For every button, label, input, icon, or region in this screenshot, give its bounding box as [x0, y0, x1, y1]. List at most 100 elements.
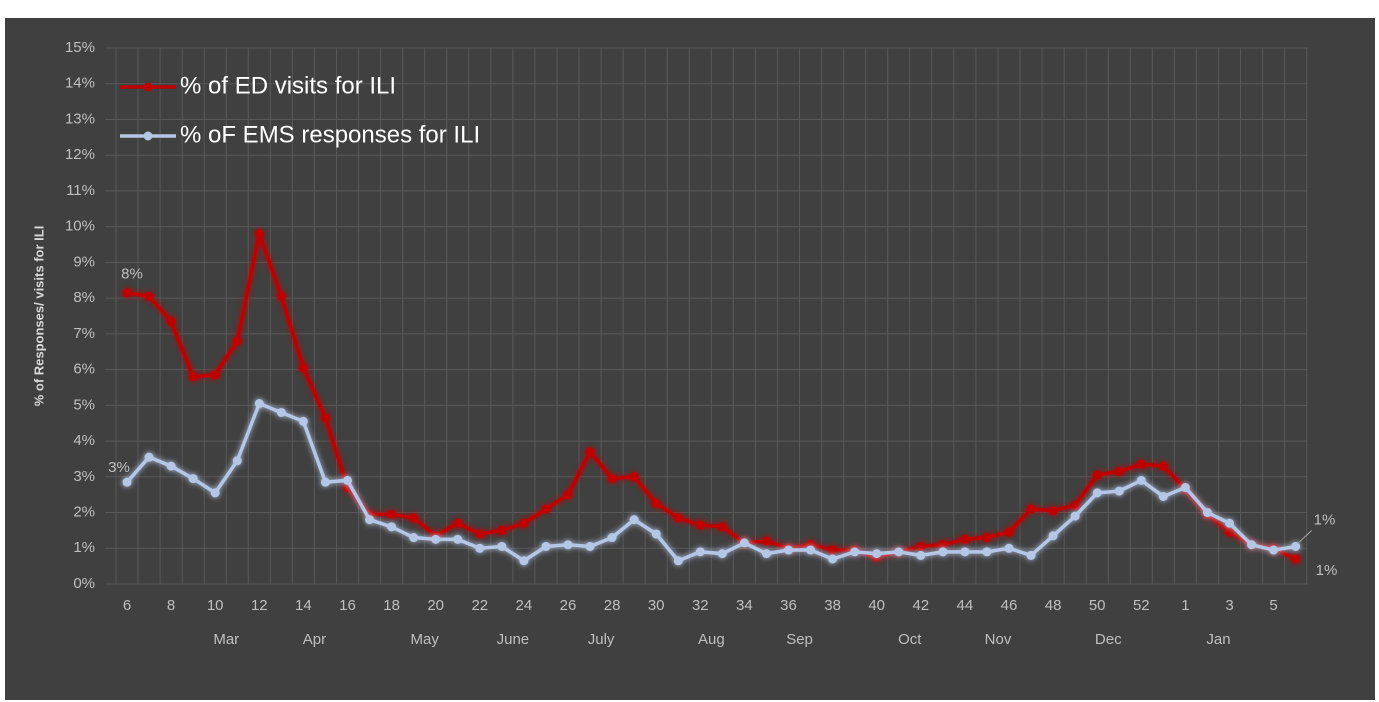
- data-point: [519, 556, 529, 566]
- data-point: [122, 477, 132, 487]
- data-point: [761, 549, 771, 559]
- data-point: [1136, 459, 1146, 469]
- data-point: [232, 456, 242, 466]
- data-point: [1225, 518, 1234, 528]
- x-tick-label: 10: [207, 597, 224, 614]
- x-tick-label: 34: [736, 597, 753, 614]
- chart-background: [5, 18, 1375, 700]
- x-tick-label: 12: [251, 597, 268, 614]
- data-point: [320, 477, 330, 487]
- legend-label: % of ED visits for ILI: [180, 72, 396, 99]
- y-tick-label: 8%: [73, 289, 95, 306]
- x-group-label: Mar: [213, 631, 239, 648]
- data-point: [276, 291, 286, 301]
- x-tick-label: 50: [1089, 597, 1106, 614]
- data-point: [960, 534, 970, 544]
- data-point: [541, 541, 551, 551]
- data-point: [673, 556, 683, 566]
- y-tick-label: 15%: [65, 39, 95, 56]
- x-tick-label: 36: [780, 597, 797, 614]
- data-point: [1114, 486, 1124, 496]
- x-group-label: Jan: [1206, 631, 1230, 648]
- x-tick-label: 1: [1181, 597, 1189, 614]
- y-tick-label: 9%: [73, 253, 95, 270]
- x-group-label: Nov: [985, 631, 1012, 648]
- data-point: [166, 461, 176, 471]
- legend-marker: [143, 131, 153, 141]
- x-tick-label: 14: [295, 597, 312, 614]
- data-point: [320, 413, 330, 423]
- data-point: [519, 518, 529, 528]
- data-point: [585, 541, 595, 551]
- x-tick-label: 8: [167, 597, 175, 614]
- y-tick-label: 12%: [65, 146, 95, 163]
- y-tick-label: 13%: [65, 110, 95, 127]
- data-point: [1048, 506, 1058, 516]
- y-tick-label: 5%: [73, 396, 95, 413]
- data-point: [232, 336, 242, 346]
- y-tick-label: 2%: [73, 504, 95, 521]
- data-point: [850, 547, 860, 557]
- x-group-label: May: [411, 631, 440, 648]
- y-tick-label: 6%: [73, 361, 95, 378]
- data-point: [894, 547, 904, 557]
- data-point: [1158, 491, 1168, 501]
- data-point: [475, 529, 485, 539]
- data-point: [1026, 550, 1036, 560]
- data-point: [1070, 511, 1080, 521]
- data-label: 1%: [1314, 511, 1336, 528]
- data-point: [717, 522, 727, 532]
- data-point: [210, 488, 220, 498]
- data-point: [276, 407, 286, 417]
- x-group-label: Sep: [786, 631, 813, 648]
- x-tick-label: 32: [692, 597, 709, 614]
- x-group-label: June: [497, 631, 530, 648]
- data-point: [806, 545, 816, 555]
- data-label: 3%: [108, 459, 130, 476]
- data-point: [1158, 461, 1168, 471]
- data-point: [1048, 531, 1058, 541]
- data-point: [188, 372, 198, 382]
- x-tick-label: 18: [383, 597, 400, 614]
- data-point: [1070, 500, 1080, 510]
- y-tick-label: 10%: [65, 218, 95, 235]
- data-point: [1202, 508, 1212, 518]
- data-point: [739, 538, 749, 548]
- data-point: [982, 547, 992, 557]
- data-point: [409, 513, 419, 523]
- data-point: [298, 363, 308, 373]
- data-point: [563, 490, 573, 500]
- data-point: [1269, 545, 1279, 555]
- data-point: [431, 534, 441, 544]
- data-point: [387, 522, 397, 532]
- x-group-label: Apr: [303, 631, 326, 648]
- data-point: [607, 474, 617, 484]
- x-group-label: July: [588, 631, 615, 648]
- data-point: [938, 547, 948, 557]
- data-point: [298, 416, 308, 426]
- data-point: [784, 545, 793, 555]
- data-point: [629, 515, 639, 525]
- data-point: [960, 547, 970, 557]
- data-point: [497, 525, 507, 535]
- data-point: [695, 520, 705, 530]
- data-point: [563, 540, 573, 550]
- data-point: [343, 475, 352, 485]
- x-group-label: Oct: [898, 631, 922, 648]
- data-point: [651, 499, 661, 509]
- data-point: [607, 533, 617, 543]
- data-point: [938, 540, 948, 550]
- y-tick-label: 0%: [73, 575, 95, 592]
- x-tick-label: 38: [824, 597, 841, 614]
- x-tick-label: 5: [1269, 597, 1277, 614]
- data-point: [365, 515, 375, 525]
- data-point: [761, 536, 771, 546]
- legend-label: % oF EMS responses for ILI: [180, 121, 480, 148]
- data-point: [717, 549, 727, 559]
- y-tick-label: 4%: [73, 432, 95, 449]
- data-point: [916, 541, 926, 551]
- x-tick-label: 46: [1001, 597, 1018, 614]
- data-point: [1026, 504, 1036, 514]
